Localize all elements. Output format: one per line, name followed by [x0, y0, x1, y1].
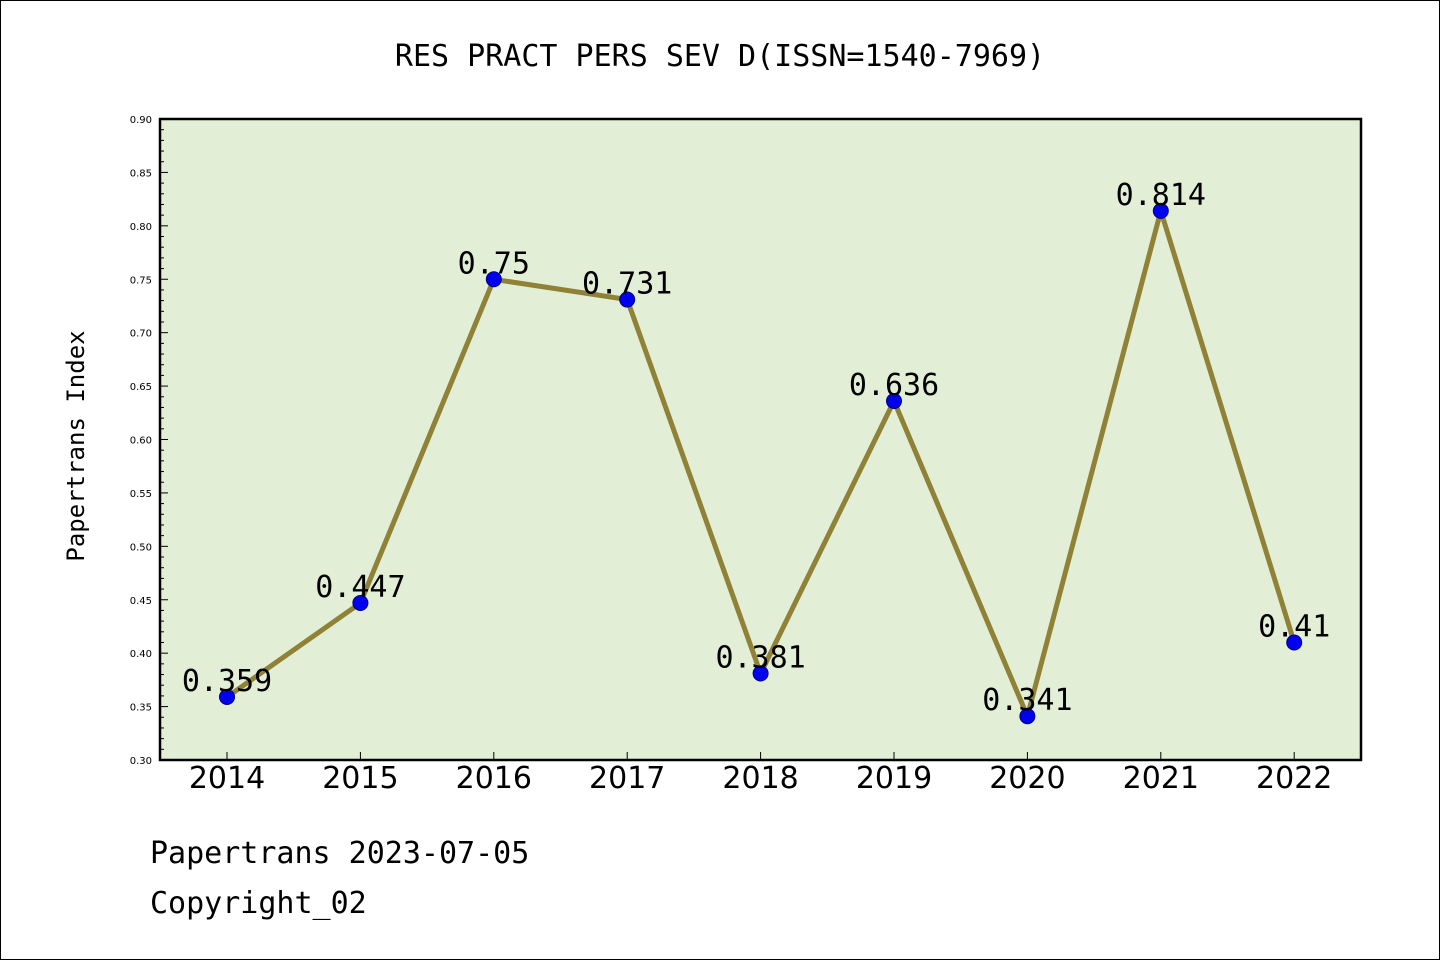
- data-point: [485, 271, 502, 288]
- y-tick-label: 0.40: [130, 649, 152, 660]
- plot-border: [158, 117, 1363, 762]
- y-axis: 0.30 0.35 0.40 0.45 0.50 0.55 0.60 0.65 0.70 0.75…: [130, 115, 168, 767]
- x-tick-label: 2019: [856, 761, 932, 796]
- x-tick-label: 2021: [1123, 761, 1199, 796]
- data-label: 0.731: [582, 267, 672, 302]
- data-point: [1286, 634, 1303, 651]
- x-tick-label: 2020: [989, 761, 1065, 796]
- chart-title: RES PRACT PERS SEV D(ISSN=1540-7969): [395, 39, 1045, 74]
- data-label: 0.75: [458, 246, 530, 281]
- x-tick-label: 2018: [722, 761, 798, 796]
- y-tick-label: 0.45: [130, 596, 152, 607]
- plot-area: [160, 119, 1361, 760]
- data-point: [752, 665, 769, 682]
- y-tick-label: 0.65: [130, 382, 152, 393]
- data-point: [886, 393, 902, 410]
- data-point: [1152, 202, 1169, 219]
- data-label: 0.636: [849, 368, 939, 403]
- marker-group: [219, 202, 1303, 725]
- x-tick-label: 2022: [1256, 761, 1332, 796]
- y-tick-label: 0.80: [130, 222, 152, 233]
- y-tick-label: 0.60: [130, 436, 152, 447]
- y-tick-label: 0.75: [130, 275, 152, 286]
- data-label: 0.381: [715, 640, 805, 675]
- x-tick-label: 2017: [589, 761, 665, 796]
- y-axis-label: Papertrans Index: [62, 330, 90, 561]
- x-tick-label: 2014: [189, 761, 265, 796]
- y-tick-label: 0.85: [130, 168, 152, 179]
- data-point: [619, 291, 636, 308]
- data-point: [219, 688, 235, 705]
- y-tick-label: 0.50: [130, 542, 152, 553]
- data-point: [352, 594, 369, 611]
- y-tick-label: 0.55: [130, 489, 152, 500]
- footer-date: Papertrans 2023-07-05: [150, 836, 529, 871]
- x-tick-label: 2015: [322, 761, 398, 796]
- data-label: 0.814: [1116, 178, 1206, 213]
- y-tick-label: 0.30: [130, 756, 152, 767]
- y-tick-label: 0.70: [130, 329, 152, 340]
- y-tick-label: 0.90: [130, 115, 152, 126]
- data-label: 0.359: [182, 664, 272, 699]
- y-tick-label: 0.35: [130, 703, 152, 714]
- footer-copyright: Copyright_02: [150, 886, 367, 921]
- data-label: 0.341: [982, 683, 1072, 718]
- data-label-group: 0.359 0.447 0.75 0.731 0.381 0.636 0.341 0.814 0…: [182, 178, 1330, 718]
- data-label: 0.41: [1258, 609, 1330, 644]
- data-point: [1019, 708, 1036, 725]
- data-label: 0.447: [315, 570, 405, 605]
- x-axis: 2014 2015 2016 2017 2018 2019 2020 2021 2022: [189, 752, 1332, 796]
- x-tick-label: 2016: [456, 761, 532, 796]
